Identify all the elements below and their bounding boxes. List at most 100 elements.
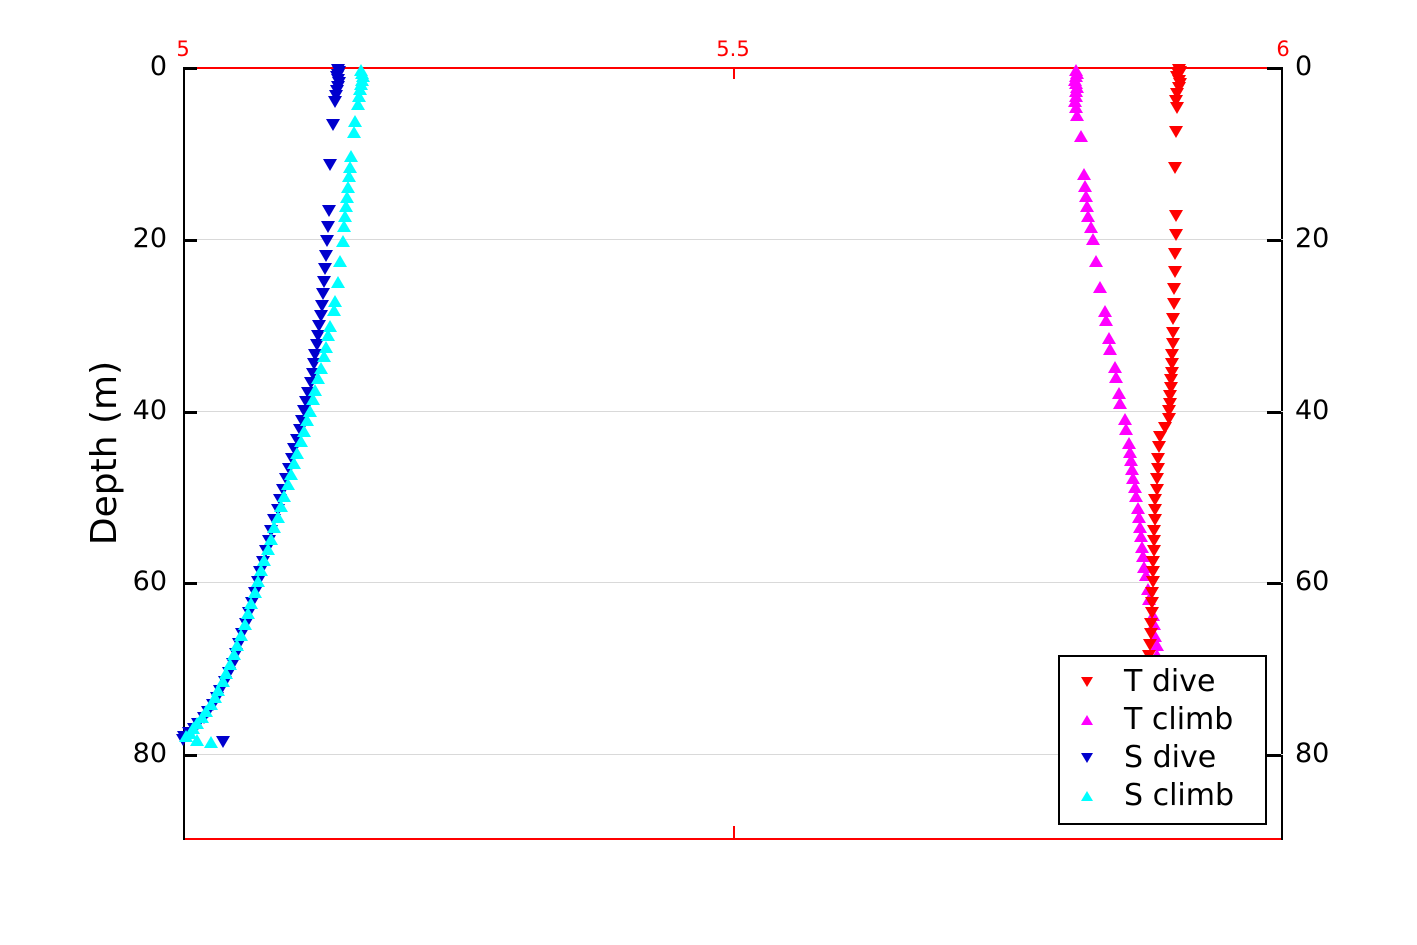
data-point [1073, 129, 1088, 142]
data-point [226, 648, 241, 661]
data-point [1149, 473, 1164, 486]
data-point [1149, 483, 1164, 496]
y-tick-label-right-0: 0 [1295, 51, 1313, 82]
data-point [1145, 596, 1160, 609]
data-point [325, 119, 340, 132]
data-point [297, 425, 311, 438]
data-point [1085, 232, 1100, 245]
data-point [347, 115, 362, 128]
data-point [302, 404, 317, 417]
data-point [1102, 332, 1117, 345]
data-point [335, 235, 350, 248]
data-point [314, 299, 329, 312]
data-point [313, 362, 328, 375]
legend-label: T dive [1124, 664, 1216, 699]
data-point [1107, 360, 1122, 373]
legend-item-t-climb[interactable]: T climb [1060, 701, 1265, 739]
data-point [1103, 342, 1118, 355]
data-point [1081, 209, 1096, 222]
data-point [215, 736, 230, 749]
data-point [1128, 489, 1143, 502]
data-point [244, 596, 259, 609]
data-point [234, 628, 249, 641]
data-point [1146, 566, 1161, 579]
gridline-depth-60 [183, 582, 1283, 584]
data-point [350, 97, 365, 110]
triangle-icon [1081, 753, 1093, 763]
data-point [1148, 504, 1163, 517]
data-point [316, 350, 331, 363]
y-tick-right-80 [1267, 754, 1281, 758]
data-point [1080, 200, 1095, 213]
data-point [327, 96, 342, 109]
y-tick-left-60 [183, 582, 197, 586]
data-point [283, 468, 298, 481]
axis-bottom [183, 838, 1283, 840]
data-point [327, 294, 342, 307]
data-point [311, 371, 326, 384]
legend-label: S climb [1124, 778, 1235, 813]
data-point [240, 607, 255, 620]
data-point [1145, 607, 1160, 620]
data-point [338, 200, 353, 213]
gridline-depth-80 [183, 754, 1283, 756]
data-point [287, 456, 302, 469]
data-point [336, 219, 351, 232]
x-tick-label-5.5: 5.5 [716, 37, 750, 61]
chart-legend[interactable]: T dive T climb S dive S climb [1058, 655, 1267, 825]
data-point [1117, 413, 1132, 426]
data-point [346, 126, 361, 139]
legend-label: S dive [1124, 740, 1217, 775]
data-point [250, 575, 265, 588]
data-point [203, 736, 218, 749]
data-point [254, 564, 269, 577]
axis-left [183, 67, 185, 840]
gridline-depth-40 [183, 410, 1283, 412]
legend-item-t-dive[interactable]: T dive [1060, 663, 1265, 701]
y-tick-label-left-40: 40 [132, 394, 167, 426]
data-point [1125, 462, 1140, 475]
data-point [1164, 348, 1179, 361]
y-tick-label-left-0: 0 [149, 51, 167, 82]
data-point [257, 554, 272, 566]
data-point [337, 210, 352, 223]
data-point [1148, 493, 1163, 506]
y-tick-label-left-80: 80 [132, 738, 167, 770]
data-point [264, 532, 278, 545]
data-point [333, 255, 348, 268]
data-point [277, 489, 292, 502]
y-tick-left-0 [183, 67, 197, 70]
data-point [322, 205, 337, 218]
data-point [321, 220, 336, 233]
data-point [305, 393, 320, 406]
y-tick-label-right-80: 80 [1295, 738, 1330, 770]
data-point [270, 511, 285, 524]
y-tick-left-20 [183, 238, 197, 242]
data-point [1167, 298, 1182, 311]
data-point [1142, 639, 1157, 652]
data-point [1145, 586, 1160, 599]
y-tick-label-left-60: 60 [132, 566, 167, 598]
data-point [1166, 327, 1180, 340]
data-point [190, 734, 205, 747]
legend-marker-icon [1074, 677, 1100, 687]
y-tick-label-right-60: 60 [1295, 566, 1330, 598]
data-point [1152, 431, 1167, 444]
data-point [1079, 189, 1094, 202]
data-point [1158, 421, 1173, 434]
data-point [1083, 220, 1098, 233]
data-point [344, 150, 359, 163]
legend-item-s-climb[interactable]: S climb [1060, 777, 1265, 815]
gridline-depth-20 [183, 238, 1283, 240]
data-point [308, 383, 322, 396]
data-point [1144, 617, 1158, 630]
data-point [320, 235, 335, 248]
data-point [290, 446, 305, 459]
legend-item-s-dive[interactable]: S dive [1060, 739, 1265, 777]
triangle-icon [1081, 791, 1093, 801]
y-tick-label-right-20: 20 [1295, 222, 1330, 254]
data-point [1144, 627, 1158, 640]
data-point [273, 499, 288, 512]
data-point [313, 310, 328, 323]
data-point [237, 618, 252, 631]
